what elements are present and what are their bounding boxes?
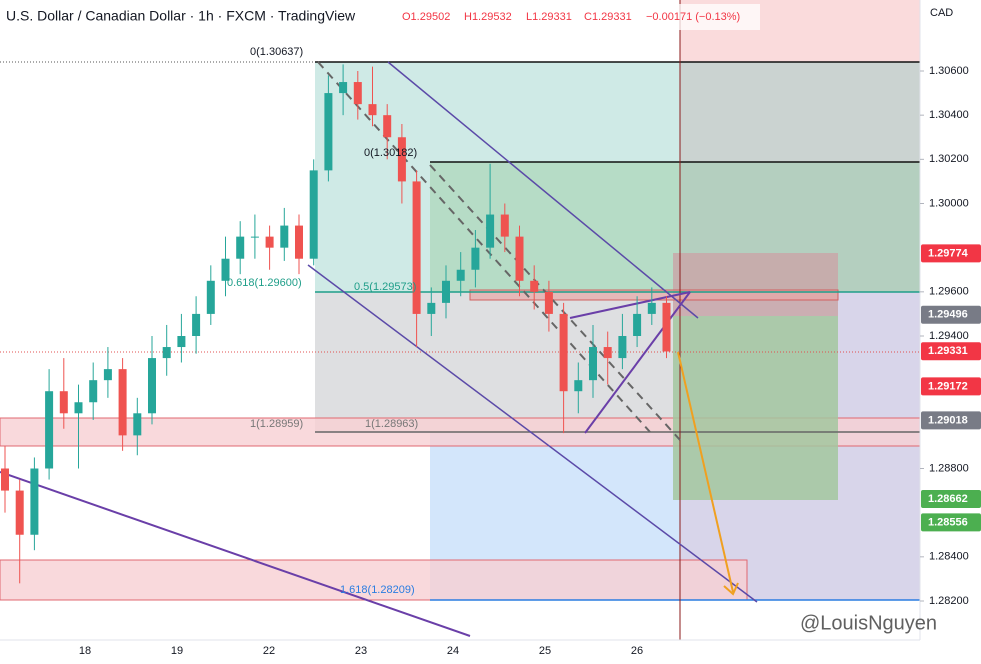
candle-body: [280, 225, 289, 248]
price-tick-label: 1.30000: [929, 197, 969, 209]
time-label: 25: [539, 645, 551, 657]
candle-body: [295, 225, 303, 259]
candle-body: [427, 302, 436, 314]
candle-body: [148, 358, 156, 414]
price-tick-label: 1.28800: [929, 462, 969, 474]
ohlc-low: L1.29331: [526, 11, 572, 23]
time-label: 18: [79, 645, 91, 657]
price-tag: [921, 513, 981, 532]
candle-body: [89, 380, 98, 403]
candle-body: [177, 336, 186, 348]
time-label: 26: [631, 645, 643, 657]
candle-body: [662, 302, 671, 352]
price-tag: [921, 342, 981, 361]
fib-label: 0.5(1.29573): [354, 281, 416, 293]
candle-body: [74, 402, 83, 414]
candle-body: [324, 93, 333, 171]
candle-body: [118, 369, 127, 436]
candle-body: [442, 280, 450, 303]
candle-body: [353, 82, 362, 105]
candle-body: [368, 104, 377, 116]
price-tag-label: 1.29331: [928, 345, 968, 357]
candle-body: [647, 302, 656, 314]
price-tag: [921, 411, 981, 430]
candle-body: [206, 280, 215, 314]
price-tag-label: 1.29496: [928, 309, 968, 321]
price-tick-label: 1.29600: [929, 286, 969, 298]
price-tag: [921, 489, 981, 508]
candle-body: [500, 214, 509, 237]
price-tag-label: 1.28662: [928, 493, 968, 505]
candle-body: [15, 490, 24, 535]
candle-body: [265, 236, 274, 248]
fib-label: 1(1.28959): [250, 418, 303, 430]
candle-body: [103, 369, 112, 381]
candle-body: [162, 347, 171, 359]
candle-body: [603, 347, 612, 359]
candle-body: [574, 380, 583, 392]
price-tick-label: 1.30200: [929, 153, 969, 165]
price-tick-label: 1.30400: [929, 109, 969, 121]
candle-body: [456, 269, 465, 281]
candle-body: [412, 181, 421, 314]
price-tag-label: 1.29018: [928, 414, 968, 426]
price-tag: [921, 244, 981, 263]
price-tag: [921, 377, 981, 396]
time-label: 22: [263, 645, 275, 657]
fib-label: 0.618(1.29600): [227, 277, 302, 289]
price-tick-label: 1.30600: [929, 65, 969, 77]
price-tick-label: 1.28200: [929, 595, 969, 607]
time-label: 24: [447, 645, 459, 657]
ohlc-open: O1.29502: [402, 11, 450, 23]
candle-body: [515, 236, 524, 281]
price-tick-label: 1.28400: [929, 551, 969, 563]
ohlc-change: −0.00171 (−0.13%): [646, 11, 740, 23]
candle-body: [1, 468, 9, 491]
fib-label: 1.618(1.28209): [340, 584, 415, 596]
candle-body: [133, 413, 142, 436]
price-tick-label: 1.29400: [929, 330, 969, 342]
ohlc-high: H1.29532: [464, 11, 512, 23]
price-tag-label: 1.29774: [928, 247, 969, 259]
ohlc-close: C1.29331: [584, 11, 632, 23]
candle-body: [383, 115, 392, 138]
time-label: 19: [171, 645, 183, 657]
candle-body: [471, 247, 480, 270]
candle-body: [530, 280, 539, 292]
candle-body: [309, 170, 318, 259]
candle-body: [589, 347, 597, 381]
currency-label: CAD: [930, 7, 953, 19]
fib-label: 1(1.28963): [365, 418, 418, 430]
price-tag-label: 1.28556: [928, 516, 968, 528]
candle-body: [45, 391, 54, 469]
fib-label: 0(1.30637): [250, 46, 303, 58]
candle-body: [59, 391, 68, 414]
watermark: @LouisNguyen: [800, 612, 937, 634]
time-label: 23: [355, 645, 367, 657]
candle-body: [486, 214, 495, 248]
candle-body: [192, 313, 201, 336]
candle-body: [559, 313, 568, 392]
fib-label: 0(1.30182): [364, 147, 417, 159]
candle-body: [221, 258, 230, 281]
candle-body: [236, 236, 245, 259]
symbol-title: U.S. Dollar / Canadian Dollar · 1h · FXC…: [6, 8, 356, 24]
candle-body: [618, 336, 627, 359]
candle-body: [544, 291, 553, 314]
candle-body: [30, 468, 39, 535]
candle-body: [339, 82, 348, 94]
candle-body: [250, 236, 259, 238]
candle-body: [633, 313, 642, 336]
candle-body: [397, 137, 406, 182]
price-tag-label: 1.29172: [928, 380, 968, 392]
price-tag: [921, 305, 981, 324]
